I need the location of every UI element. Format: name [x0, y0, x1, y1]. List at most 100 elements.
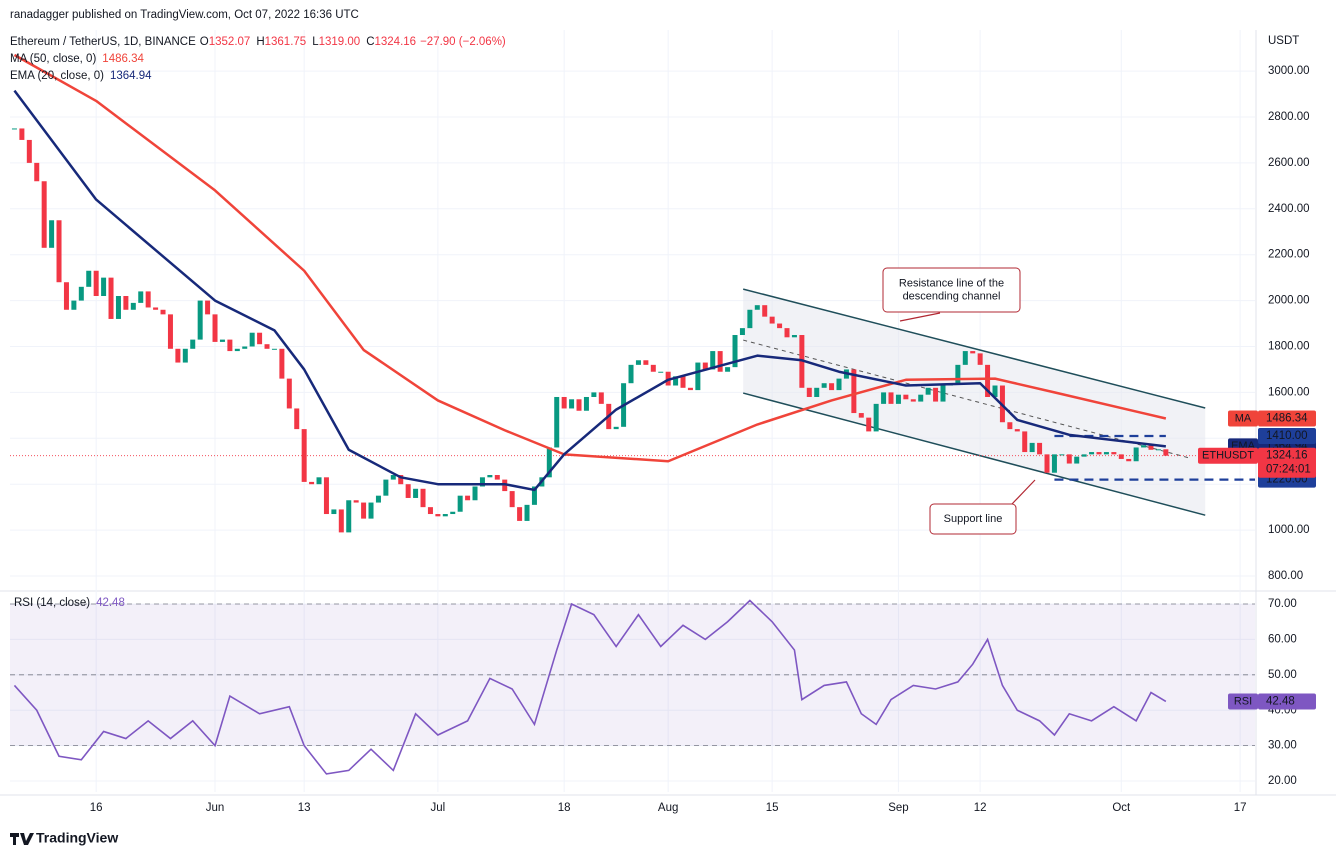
- candle: [405, 484, 411, 498]
- candle: [866, 417, 872, 432]
- candle: [450, 511, 456, 515]
- y-tick-label: 30.00: [1268, 740, 1297, 752]
- candle: [851, 369, 857, 414]
- x-tick-label: 17: [1234, 802, 1247, 814]
- candle: [576, 399, 582, 411]
- candle: [234, 348, 240, 352]
- candle: [524, 504, 530, 521]
- candle: [873, 403, 879, 432]
- candle: [182, 348, 188, 363]
- candle: [933, 387, 939, 402]
- candle: [41, 181, 47, 248]
- annotation-pointer: [1011, 479, 1036, 505]
- candle: [130, 302, 136, 310]
- legend-name: RSI (14, close): [14, 597, 90, 609]
- candle: [153, 307, 159, 310]
- candle: [888, 392, 894, 404]
- ohlc-value: 1319.00: [319, 36, 361, 48]
- candle: [212, 314, 218, 342]
- candle: [1014, 429, 1020, 432]
- candle: [962, 351, 968, 365]
- ohlc-name: O: [200, 36, 209, 48]
- candle: [34, 162, 40, 182]
- candle: [279, 348, 285, 379]
- candle: [1141, 445, 1147, 448]
- y-tick-label: 1800.00: [1268, 341, 1310, 353]
- candle: [814, 387, 820, 397]
- tag-value-box: [1258, 410, 1316, 427]
- candle: [1029, 442, 1035, 453]
- candle: [115, 296, 121, 319]
- x-tick-label: 12: [974, 802, 987, 814]
- candle: [242, 346, 248, 349]
- legend-title: Ethereum / TetherUS, 1D, BINANCE O1352.07…: [10, 36, 506, 48]
- candle: [613, 426, 619, 430]
- tag-name-box: [1228, 693, 1258, 710]
- candle: [71, 300, 77, 310]
- channel-fill: [743, 289, 1206, 516]
- y-tick-label: 1000.00: [1268, 524, 1310, 536]
- annotation-box: [929, 503, 1017, 535]
- tag-value: 1324.16: [1266, 450, 1308, 462]
- candle: [271, 348, 277, 350]
- candle: [754, 305, 760, 310]
- candle: [309, 481, 315, 485]
- tag-name: RSI: [1234, 695, 1252, 707]
- candle: [316, 477, 322, 485]
- candle: [249, 332, 255, 347]
- candle: [479, 477, 485, 487]
- change: −27.90 (−2.06%): [420, 36, 506, 48]
- tag-name-box: [1198, 447, 1258, 464]
- candle: [286, 378, 292, 409]
- candle: [190, 339, 196, 349]
- candle: [435, 514, 441, 517]
- y-tick-label: 800.00: [1268, 570, 1303, 582]
- candle: [918, 394, 924, 402]
- tag-value: 1410.00: [1266, 430, 1308, 442]
- symbol: Ethereum / TetherUS, 1D, BINANCE: [10, 36, 196, 48]
- x-tick-label: 18: [558, 802, 571, 814]
- candle: [257, 332, 263, 345]
- candle: [673, 376, 679, 386]
- legend-value: 42.48: [96, 597, 125, 609]
- candle: [583, 396, 589, 411]
- candle: [487, 475, 493, 478]
- candle: [375, 495, 381, 503]
- candle: [836, 378, 842, 391]
- ohlc-name: C: [366, 36, 374, 48]
- candle: [769, 316, 775, 324]
- candle: [1163, 449, 1169, 456]
- x-tick-label: 16: [90, 802, 103, 814]
- candle: [643, 360, 649, 365]
- rsi-legend: RSI (14, close) 42.48: [14, 597, 125, 609]
- candle: [985, 364, 991, 397]
- y-tick-label: 1600.00: [1268, 386, 1310, 398]
- ohlc-value: 1352.07: [209, 36, 251, 48]
- candle: [910, 399, 916, 402]
- candle: [546, 447, 552, 478]
- candle: [881, 392, 887, 404]
- candle: [26, 139, 32, 163]
- candle: [1155, 449, 1161, 451]
- legend-value: 1364.94: [110, 70, 152, 82]
- candle: [160, 309, 166, 315]
- candle: [219, 339, 225, 342]
- candle: [390, 475, 396, 480]
- candle: [494, 475, 500, 480]
- candle: [784, 328, 790, 338]
- candle: [1022, 431, 1028, 453]
- x-tick-label: Jun: [206, 802, 225, 814]
- tag-value-box: [1258, 447, 1316, 478]
- y-tick-label: 2200.00: [1268, 249, 1310, 261]
- candle: [1007, 422, 1013, 430]
- candle: [977, 353, 983, 365]
- publisher: ranadagger published on TradingView.com,…: [10, 9, 359, 21]
- legend-name: EMA (20, close, 0): [10, 70, 104, 82]
- unit: USDT: [1268, 35, 1299, 47]
- candle: [78, 286, 84, 301]
- rsi-line: [13, 599, 1167, 775]
- candle: [294, 408, 300, 430]
- y-tick-label: 2400.00: [1268, 203, 1310, 215]
- brand: TradingView: [36, 830, 118, 846]
- tag-value-box: [1258, 428, 1316, 444]
